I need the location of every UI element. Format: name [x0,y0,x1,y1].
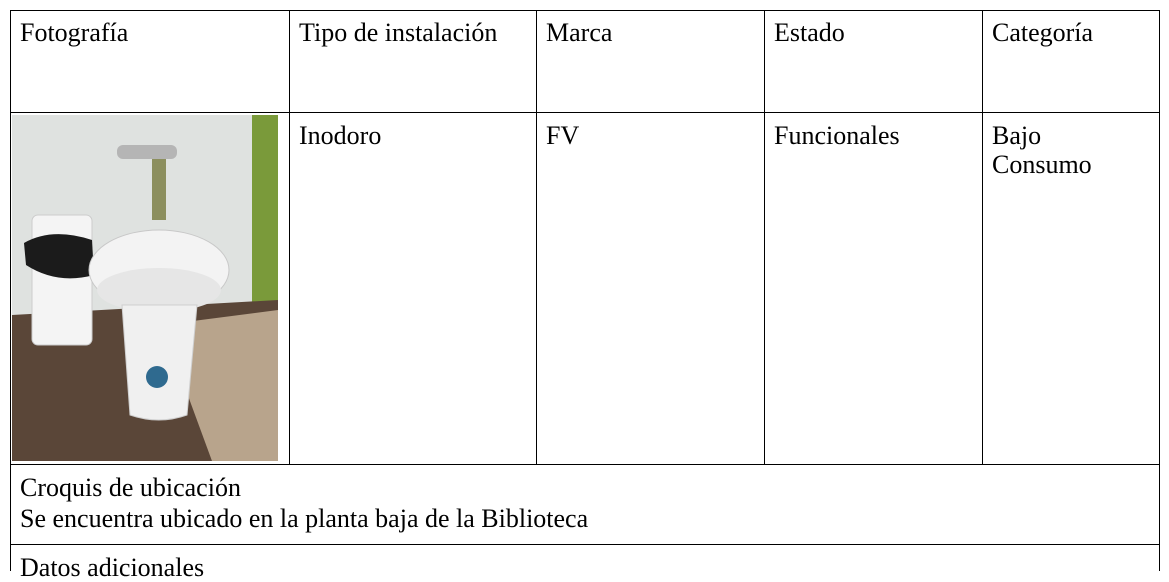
header-cell: Tipo de instalación [299,18,498,47]
rule [10,10,11,571]
cell: Bajo Consumo [992,121,1092,179]
section-text: Se encuentra ubicado en la planta baja d… [20,504,589,533]
header-cell: Fotografía [20,18,129,47]
header-cell: Estado [774,18,845,47]
rule [764,10,765,464]
rule [10,544,1160,545]
rule [10,112,1160,113]
section-title: Datos adicionales [20,553,205,582]
cell: Funcionales [774,121,900,150]
rule [1159,10,1160,571]
header-cell: Categoría [992,18,1094,47]
rule [982,10,983,464]
rule [10,10,1160,11]
cell: FV [546,121,580,150]
rule [536,10,537,464]
section-title: Croquis de ubicación [20,473,241,502]
cell: Inodoro [299,121,382,150]
header-cell: Marca [546,18,613,47]
rule [10,464,1160,465]
photo [12,115,278,461]
rule [289,10,290,464]
